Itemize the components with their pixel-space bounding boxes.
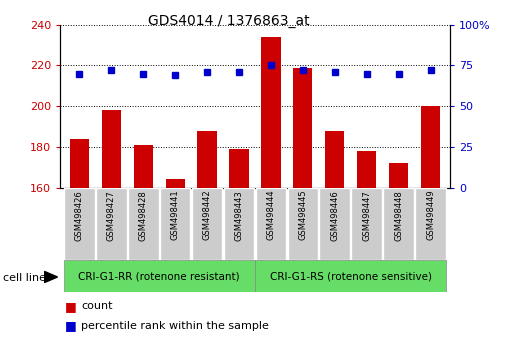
Text: GSM498445: GSM498445 bbox=[298, 190, 308, 240]
Bar bbox=[101, 110, 121, 188]
Text: GSM498447: GSM498447 bbox=[362, 190, 371, 241]
Text: GDS4014 / 1376863_at: GDS4014 / 1376863_at bbox=[148, 14, 310, 28]
Bar bbox=[288, 188, 318, 260]
Bar bbox=[389, 163, 408, 188]
Text: ■: ■ bbox=[65, 319, 77, 332]
Bar bbox=[192, 188, 222, 260]
Bar bbox=[357, 151, 377, 188]
Bar bbox=[96, 188, 127, 260]
Bar bbox=[383, 188, 414, 260]
Text: GSM498443: GSM498443 bbox=[234, 190, 244, 241]
Bar bbox=[133, 145, 153, 188]
Polygon shape bbox=[44, 272, 58, 282]
Text: ■: ■ bbox=[65, 300, 77, 313]
Bar bbox=[293, 68, 312, 188]
Text: GSM498449: GSM498449 bbox=[426, 190, 435, 240]
Text: CRI-G1-RS (rotenone sensitive): CRI-G1-RS (rotenone sensitive) bbox=[270, 271, 432, 281]
Text: GSM498427: GSM498427 bbox=[107, 190, 116, 241]
Text: CRI-G1-RR (rotenone resistant): CRI-G1-RR (rotenone resistant) bbox=[78, 271, 240, 281]
Text: GSM498441: GSM498441 bbox=[170, 190, 179, 240]
Bar bbox=[421, 106, 440, 188]
Text: GSM498426: GSM498426 bbox=[75, 190, 84, 241]
Bar bbox=[70, 139, 89, 188]
Bar bbox=[351, 188, 382, 260]
Bar bbox=[64, 188, 95, 260]
Text: GSM498448: GSM498448 bbox=[394, 190, 403, 241]
Text: GSM498444: GSM498444 bbox=[266, 190, 276, 240]
Text: GSM498428: GSM498428 bbox=[139, 190, 147, 241]
Bar bbox=[64, 260, 255, 292]
Text: GSM498446: GSM498446 bbox=[331, 190, 339, 241]
Text: percentile rank within the sample: percentile rank within the sample bbox=[81, 321, 269, 331]
Bar bbox=[262, 37, 280, 188]
Bar bbox=[166, 179, 185, 188]
Bar bbox=[128, 188, 158, 260]
Text: count: count bbox=[81, 301, 112, 311]
Text: GSM498442: GSM498442 bbox=[202, 190, 212, 240]
Bar bbox=[224, 188, 254, 260]
Text: cell line: cell line bbox=[3, 273, 46, 283]
Bar bbox=[325, 131, 344, 188]
Bar bbox=[255, 260, 446, 292]
Bar bbox=[415, 188, 446, 260]
Bar bbox=[256, 188, 286, 260]
Bar bbox=[160, 188, 190, 260]
Bar bbox=[320, 188, 350, 260]
Bar bbox=[230, 149, 248, 188]
Bar bbox=[198, 131, 217, 188]
